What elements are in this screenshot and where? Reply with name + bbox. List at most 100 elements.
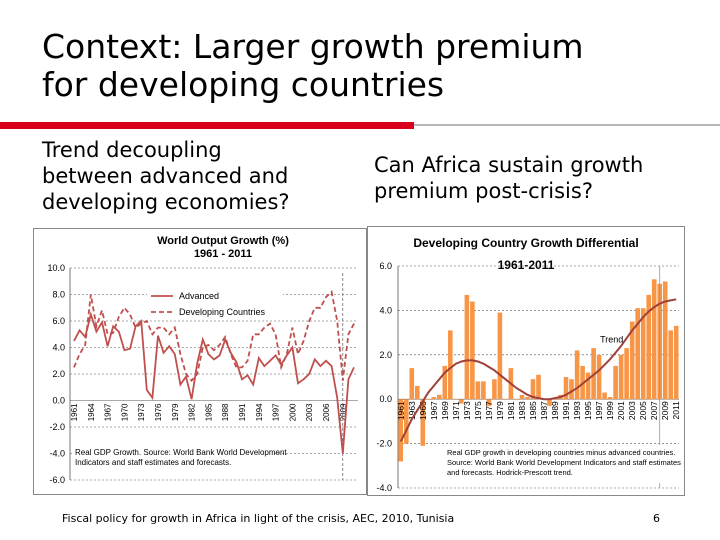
bar — [673, 325, 679, 400]
bar — [635, 308, 640, 400]
x-tick-label: 1995 — [583, 401, 593, 420]
chart-note: Real GDP Growth. Source: World Bank Worl… — [75, 448, 287, 457]
x-tick-label: 1979 — [171, 403, 180, 421]
trend-label: Trend — [600, 335, 623, 345]
legend-box — [147, 288, 283, 318]
x-tick-label: 1967 — [104, 403, 113, 421]
bar — [431, 397, 437, 400]
bar — [475, 381, 481, 400]
y-tick-label: 0.0 — [379, 394, 392, 404]
bar — [530, 379, 536, 400]
x-tick-label: 2005 — [638, 401, 648, 420]
bar — [662, 281, 668, 400]
bar — [563, 377, 569, 400]
x-tick-label: 1964 — [87, 403, 96, 421]
x-tick-label: 2007 — [649, 401, 659, 420]
y-tick-label: -4.0 — [376, 483, 392, 493]
x-tick-label: 2003 — [305, 403, 314, 421]
bar — [519, 394, 525, 400]
x-tick-label: 2000 — [288, 403, 297, 421]
x-tick-label: 1965 — [418, 401, 428, 420]
bar — [448, 330, 453, 400]
x-tick-label: 2011 — [671, 401, 681, 420]
bar — [574, 350, 580, 400]
x-tick-label: 1988 — [221, 403, 230, 421]
x-tick-label: 2003 — [627, 401, 637, 420]
bar — [640, 308, 646, 400]
x-tick-label: 2006 — [322, 403, 331, 421]
bar — [486, 399, 492, 406]
y-tick-label: 2.0 — [379, 350, 392, 360]
growth-differential-svg: Developing Country Growth Differential 19… — [367, 226, 685, 496]
x-tick-label: 1997 — [594, 401, 604, 420]
legend-label: Advanced — [179, 291, 219, 301]
bar — [481, 381, 486, 400]
chart-title: Developing Country Growth Differential — [413, 236, 638, 250]
x-tick-label: 1985 — [204, 403, 213, 421]
bar — [398, 399, 403, 462]
trend-line — [399, 298, 677, 442]
bar — [514, 399, 519, 400]
y-tick-label: 10.0 — [47, 263, 65, 273]
x-tick-label: 1979 — [495, 401, 505, 420]
y-tick-label: 6.0 — [52, 316, 65, 326]
x-tick-label: 1991 — [238, 403, 247, 421]
y-tick-label: 4.0 — [52, 343, 65, 353]
x-tick-label: 1967 — [429, 401, 439, 420]
x-tick-label: 2001 — [616, 401, 626, 420]
slide-title-line: Context: Larger growth premium — [42, 27, 584, 66]
growth-differential-chart: Developing Country Growth Differential 19… — [367, 226, 685, 496]
left-heading: Trend decoupling between advanced and de… — [42, 137, 290, 215]
x-tick-label: 1993 — [572, 401, 582, 420]
bar — [525, 397, 530, 400]
bar — [547, 399, 552, 406]
bar — [464, 294, 470, 400]
right-heading-line: Can Africa sustain growth — [374, 153, 644, 177]
chart-note: Indicators and staff estimates and forec… — [75, 458, 231, 467]
x-tick-label: 1981 — [506, 401, 516, 420]
x-tick-label: 1961 — [70, 403, 79, 421]
note-box — [445, 445, 677, 483]
left-heading-line: Trend decoupling — [42, 138, 222, 162]
x-tick-label: 1975 — [473, 401, 483, 420]
bar — [552, 399, 558, 400]
bar — [585, 372, 591, 400]
slide-title: Context: Larger growth premium for devel… — [42, 28, 584, 104]
bar — [629, 321, 635, 400]
bar — [613, 365, 618, 400]
bar — [442, 365, 448, 400]
bar — [453, 399, 459, 400]
x-tick-label: 1985 — [528, 401, 538, 420]
x-tick-label: 1997 — [272, 403, 281, 421]
footer-text: Fiscal policy for growth in Africa in li… — [62, 512, 455, 525]
world-output-growth-chart: World Output Growth (%) 1961 - 2011 10.0 8.… — [33, 228, 367, 495]
y-tick-label: 0.0 — [52, 396, 65, 406]
bar — [646, 294, 651, 400]
y-tick-label: -4.0 — [49, 449, 65, 459]
right-heading-line: premium post-crisis? — [374, 179, 593, 203]
bar — [497, 312, 503, 400]
x-tick-label: 1963 — [407, 401, 417, 420]
note-box — [72, 444, 272, 478]
y-tick-label: 2.0 — [52, 369, 65, 379]
x-tick-label: 1977 — [484, 401, 494, 420]
x-tick-label: 2009 — [339, 403, 348, 421]
series-line-advanced — [73, 311, 355, 454]
bar — [404, 399, 409, 444]
x-tick-label: 1991 — [561, 401, 571, 420]
bar — [470, 301, 475, 400]
x-tick-label: 1976 — [154, 403, 163, 421]
bar — [437, 394, 442, 400]
x-tick-label: 1989 — [550, 401, 560, 420]
x-tick-label: 1971 — [451, 401, 461, 420]
bar — [409, 368, 415, 400]
x-tick-label: 2009 — [660, 401, 670, 420]
series-line-developing — [73, 290, 355, 382]
world-output-growth-svg: World Output Growth (%)1961 - 2011 10.0 8.… — [33, 228, 367, 495]
x-tick-label: 1973 — [462, 401, 472, 420]
title-rule-red — [0, 122, 414, 129]
bar — [420, 399, 426, 446]
chart-title: World Output Growth (%) — [157, 235, 289, 247]
bar — [602, 392, 607, 400]
y-tick-label: -2.0 — [376, 439, 392, 449]
